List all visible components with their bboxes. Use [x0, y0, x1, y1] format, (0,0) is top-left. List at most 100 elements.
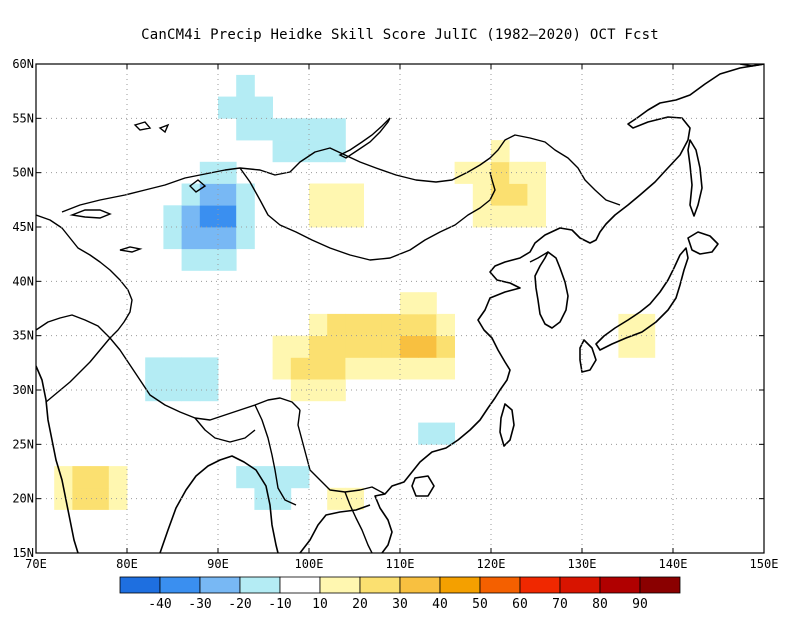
skill-cell	[254, 466, 273, 489]
border-china-korea	[529, 251, 549, 263]
axis-ticks	[35, 63, 765, 554]
skill-cell	[290, 140, 310, 163]
lat-tick-label: 30N	[12, 383, 34, 397]
coastline-hokkaido	[687, 231, 719, 255]
skill-cell	[236, 118, 255, 141]
skill-cell	[400, 313, 419, 336]
skill-cell	[636, 335, 656, 358]
skill-cell	[199, 248, 219, 271]
skill-cell	[400, 292, 419, 315]
skill-cell	[145, 357, 164, 380]
colorbar-label: 40	[432, 597, 448, 612]
coastline-japan-kyushu	[579, 339, 597, 373]
border-nepal	[194, 417, 256, 443]
skill-cell	[363, 313, 383, 336]
colorbar-label: -20	[228, 597, 251, 612]
skill-cell	[363, 357, 383, 380]
coastline-asia-east	[374, 64, 764, 553]
colorbar-label: -40	[148, 597, 171, 612]
skill-cell	[527, 205, 546, 228]
skill-cell	[236, 183, 255, 206]
skill-cell	[236, 466, 255, 489]
border-afghan	[36, 314, 111, 339]
skill-cell	[199, 205, 219, 228]
skill-cell	[618, 335, 637, 358]
skill-cell	[181, 183, 201, 206]
skill-cell	[236, 74, 255, 97]
lat-tick-label: 60N	[12, 57, 34, 71]
skill-cell	[181, 379, 201, 402]
colorbar-swatch	[159, 576, 201, 594]
skill-cell	[309, 205, 328, 228]
skill-cell	[72, 466, 91, 489]
skill-cell	[108, 487, 128, 510]
skill-cell	[345, 335, 364, 358]
skill-cell	[181, 227, 201, 250]
skill-cell	[290, 466, 310, 489]
coastline-sakhalin	[687, 139, 703, 217]
border-laos-vietnam	[344, 491, 373, 553]
skill-cell	[309, 379, 328, 402]
colorbar-label: -10	[268, 597, 291, 612]
skill-cell	[418, 292, 437, 315]
skill-cell	[254, 118, 273, 141]
skill-cell	[491, 183, 510, 206]
skill-cell	[509, 161, 528, 184]
skill-cell	[327, 313, 346, 336]
chart-title: CanCM4i Precip Heidke Skill Score JulIC …	[141, 27, 659, 43]
skill-cell	[163, 379, 182, 402]
colorbar-label: 30	[392, 597, 408, 612]
border-pakistan-india	[45, 337, 111, 403]
skill-cell	[272, 118, 292, 141]
colorbar-swatch	[439, 576, 481, 594]
colorbar-label: 20	[352, 597, 368, 612]
colorbar: -40 -30 -20 -10 10 20 30 40 50 60 70 80 90	[119, 576, 681, 612]
lon-tick-label: 140E	[659, 557, 688, 571]
skill-cell	[309, 357, 328, 380]
skill-cell	[290, 118, 310, 141]
lat-tick-label: 40N	[12, 274, 34, 288]
skill-cell	[381, 313, 401, 336]
skill-cell	[272, 357, 292, 380]
skill-cell	[272, 335, 292, 358]
skill-cell	[418, 357, 437, 380]
colorbar-label: 10	[312, 597, 328, 612]
border-central-asia	[36, 214, 133, 339]
skill-cell	[345, 205, 364, 228]
skill-cell	[163, 227, 182, 250]
colorbar-swatch	[559, 576, 601, 594]
skill-cell	[290, 357, 310, 380]
skill-cell	[272, 140, 292, 163]
lon-tick-label: 130E	[568, 557, 597, 571]
lat-tick-label: 20N	[12, 492, 34, 506]
skill-cell	[345, 183, 364, 206]
skill-cell	[309, 335, 328, 358]
colorbar-label: -30	[188, 597, 211, 612]
colorbar-swatch	[519, 576, 561, 594]
lake-small-2	[158, 123, 170, 134]
skill-cell	[218, 161, 237, 184]
coastline-japan-honshu	[595, 247, 689, 351]
skill-cell	[327, 118, 346, 141]
skill-cell	[454, 161, 474, 184]
skill-cell	[436, 335, 455, 358]
coastlines	[36, 64, 764, 553]
border-himalaya	[109, 337, 301, 421]
skill-cell	[199, 227, 219, 250]
colorbar-label: 70	[552, 597, 568, 612]
skill-cell	[181, 205, 201, 228]
border-myanmar-china	[297, 409, 386, 495]
skill-field	[54, 74, 656, 510]
lat-tick-label: 15N	[12, 546, 34, 560]
lon-tick-label: 80E	[116, 557, 138, 571]
colorbar-label: 90	[632, 597, 648, 612]
colorbar-label: 60	[512, 597, 528, 612]
lon-tick-label: 70E	[25, 557, 47, 571]
skill-cell	[199, 183, 219, 206]
coastline-taiwan	[499, 403, 515, 447]
colorbar-swatch	[639, 576, 681, 594]
skill-cell	[309, 183, 328, 206]
skill-cell	[218, 205, 237, 228]
border-mongolia-south	[239, 167, 496, 261]
lat-tick-label: 35N	[12, 329, 34, 343]
